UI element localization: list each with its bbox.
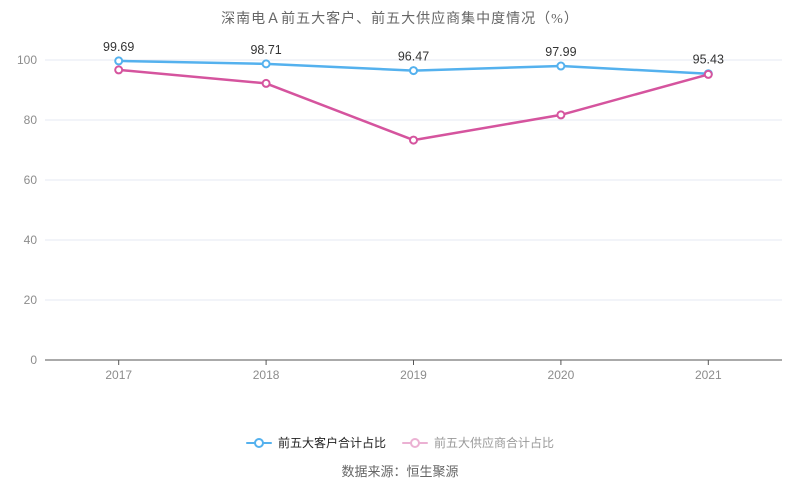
legend-label-top5-suppliers: 前五大供应商合计占比 — [434, 436, 555, 450]
y-tick-label: 60 — [24, 173, 38, 187]
x-tick-label: 2018 — [253, 368, 280, 382]
legend: 前五大客户合计占比 前五大供应商合计占比 — [0, 434, 800, 451]
chart-title: 深南电Ａ前五大客户、前五大供应商集中度情况（%） — [221, 12, 579, 27]
data-point[interactable] — [703, 69, 713, 79]
data-point[interactable] — [261, 59, 271, 69]
x-tick-label: 2017 — [105, 368, 132, 382]
data-point[interactable] — [409, 66, 418, 76]
x-tick-label: 2020 — [548, 368, 575, 382]
data-point[interactable] — [556, 61, 566, 71]
line-chart-canvas: 0 20 40 60 80 100 2017 2018 2019 2020 2021 99.69 98.… — [17, 40, 782, 382]
value-label: 98.71 — [250, 43, 281, 57]
value-label: 99.69 — [103, 40, 134, 54]
value-label: 96.47 — [398, 50, 429, 64]
y-tick-label: 40 — [24, 233, 38, 247]
data-source-note: 数据来源：恒生聚源 — [341, 464, 459, 479]
data-point[interactable] — [261, 78, 271, 88]
value-label: 95.43 — [693, 53, 724, 67]
data-point[interactable] — [114, 65, 124, 75]
legend-item-top5-customers[interactable]: 前五大客户合计占比 — [245, 434, 386, 451]
y-tick-label: 100 — [17, 53, 37, 67]
legend-label-top5-customers: 前五大客户合计占比 — [277, 436, 386, 450]
series-line-1 — [117, 68, 710, 142]
y-tick-label: 20 — [24, 293, 38, 307]
data-point[interactable] — [114, 56, 124, 66]
y-tick-label: 80 — [24, 113, 38, 127]
value-label: 97.99 — [545, 45, 576, 59]
customer-series-legend-icon — [245, 437, 272, 449]
y-tick-label: 0 — [30, 353, 37, 367]
x-tick-label: 2019 — [400, 368, 427, 382]
x-tick-label: 2021 — [695, 368, 722, 382]
data-point[interactable] — [556, 110, 566, 120]
supplier-series-legend-icon — [402, 437, 428, 449]
legend-item-top5-suppliers[interactable]: 前五大供应商合计占比 — [402, 434, 554, 451]
data-point[interactable] — [409, 135, 418, 145]
